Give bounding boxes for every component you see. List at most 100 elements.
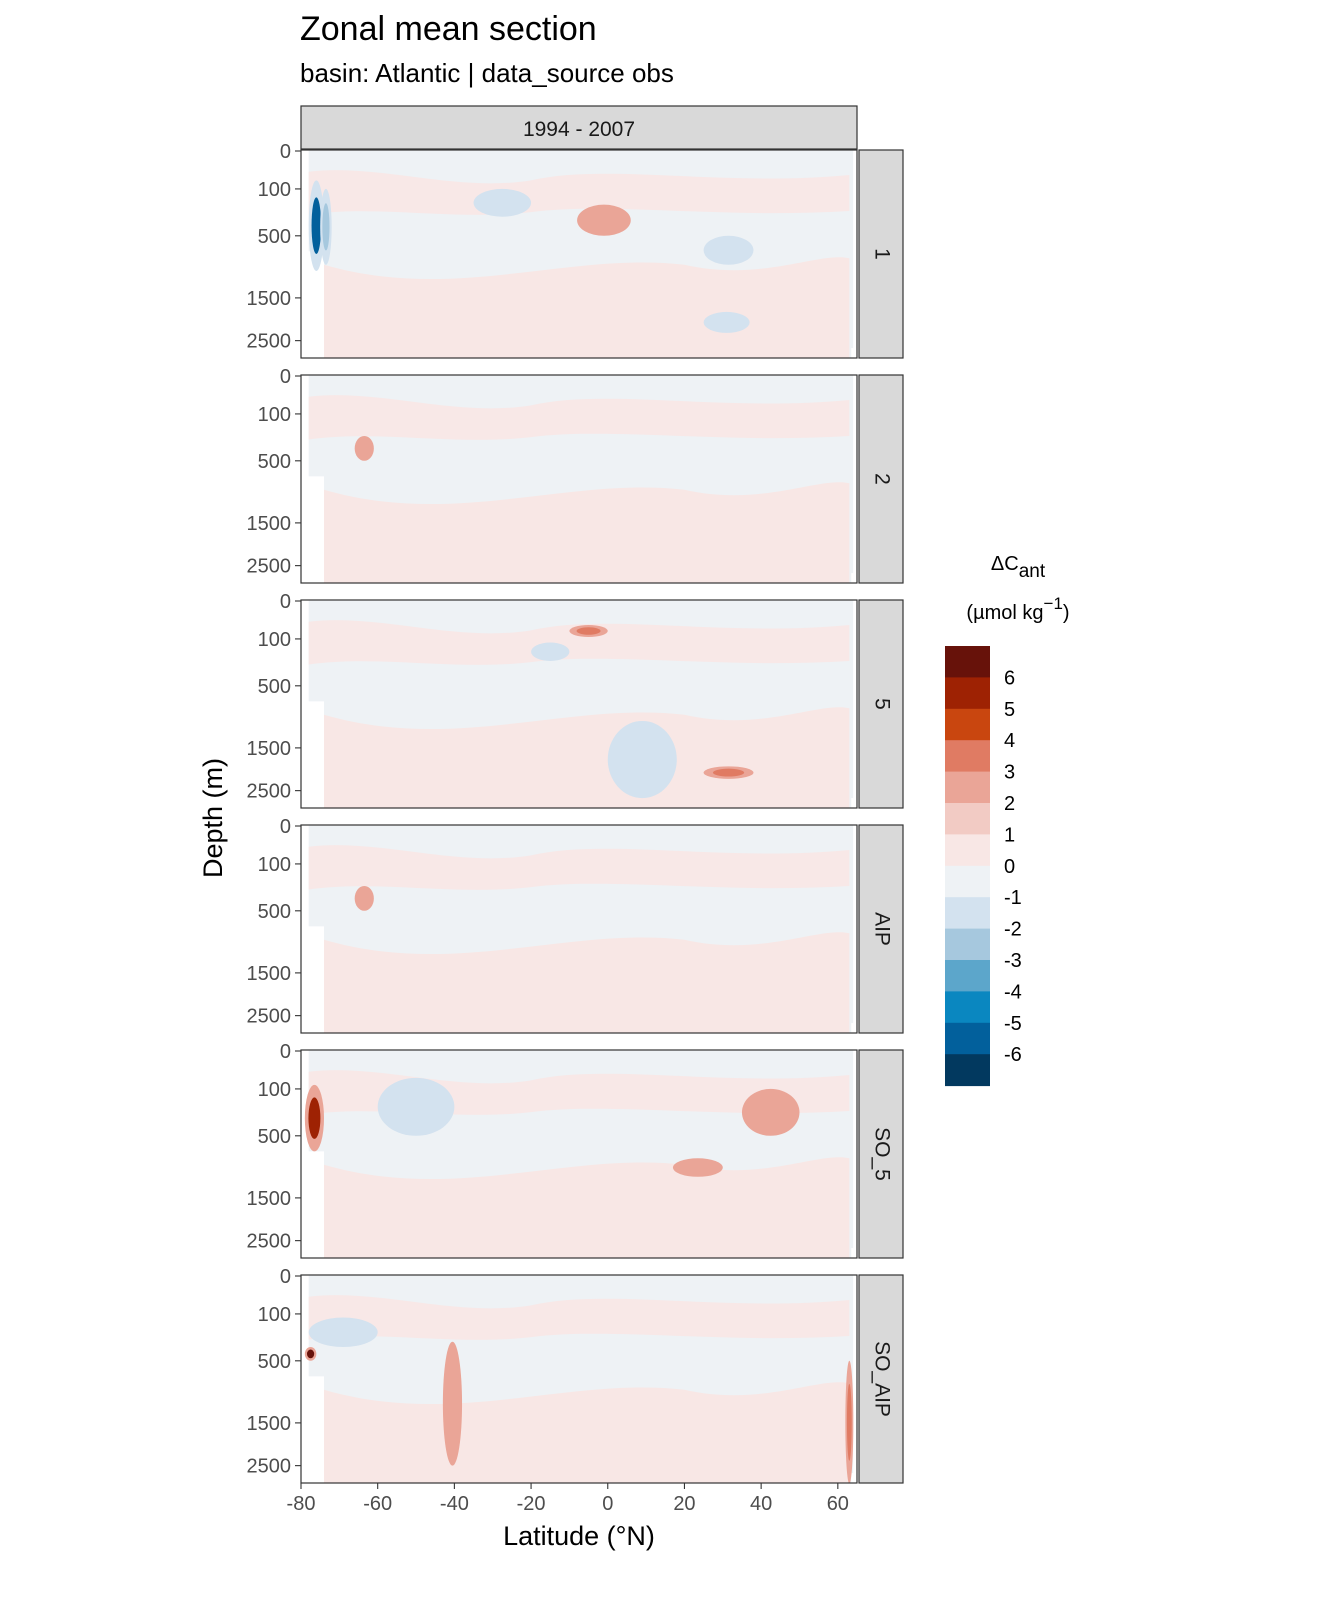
legend-label: -4	[1004, 981, 1022, 1003]
no-data-north	[851, 573, 857, 583]
y-tick-label: 100	[258, 404, 291, 426]
y-tick-label: 100	[258, 854, 291, 876]
legend-label: 0	[1004, 856, 1015, 878]
legend-swatch	[945, 928, 990, 961]
y-axis-title: Depth (m)	[198, 758, 228, 878]
legend-label: 5	[1004, 699, 1015, 721]
column-strip: 1994 - 2007	[300, 105, 858, 150]
legend-swatch	[945, 803, 990, 835]
y-tick-label: 0	[280, 141, 291, 163]
legend-swatch	[945, 708, 990, 741]
x-tick-label: 60	[827, 1493, 849, 1515]
y-tick-label: 2500	[247, 781, 292, 803]
legend-swatch	[945, 677, 990, 710]
legend-swatch	[945, 897, 990, 930]
x-axis: -80 -60 -40 -20 0 20 40 60	[287, 1483, 849, 1515]
y-tick-label: 2500	[247, 556, 292, 578]
legend-swatch	[945, 771, 990, 804]
y-tick-label: 500	[258, 451, 291, 473]
row-strip-label: 2	[870, 473, 893, 485]
y-tick-label: 1500	[247, 1413, 292, 1435]
legend-label: 6	[1004, 667, 1015, 689]
facet-panels: 1 0 100 500 1500 2500 2 0 100 500 1500 2500 5 0 100 500…	[247, 141, 904, 1484]
legend-swatch	[945, 740, 990, 773]
anomaly-core	[322, 203, 330, 251]
legend-label: -3	[1004, 950, 1022, 972]
facet-panel-1: 1 0 100 500 1500 2500	[247, 141, 904, 359]
no-data-south	[301, 1151, 325, 1258]
row-strip: SO_5	[858, 1049, 904, 1259]
anomaly-patch	[531, 642, 570, 661]
y-tick-label: 1500	[247, 288, 292, 310]
facet-panel-5: 5 0 100 500 1500 2500	[247, 591, 904, 809]
panel-border	[300, 1049, 858, 1259]
anomaly-field	[301, 1050, 857, 1258]
row-strip-label: AIP	[870, 912, 893, 946]
y-tick-label: 2500	[247, 331, 292, 353]
surface-positive-band	[308, 395, 850, 440]
no-data-south	[301, 701, 325, 808]
y-tick-label: 500	[258, 226, 291, 248]
panel-border	[300, 599, 858, 809]
y-tick-label: 500	[258, 1126, 291, 1148]
legend-label: -1	[1004, 887, 1022, 909]
legend-swatch	[945, 834, 990, 867]
surface-positive-band	[308, 845, 850, 890]
no-data-south	[301, 926, 325, 1033]
anomaly-patch	[442, 1341, 463, 1466]
legend-label: -2	[1004, 919, 1022, 941]
anomaly-field	[301, 825, 857, 1033]
y-tick-label: 2500	[247, 1456, 292, 1478]
y-tick-label: 0	[280, 1266, 291, 1288]
y-tick-label: 100	[258, 1304, 291, 1326]
anomaly-field	[301, 600, 857, 808]
y-tick-label: 2500	[247, 1006, 292, 1028]
anomaly-patch	[741, 1088, 800, 1136]
legend-label: -5	[1004, 1013, 1022, 1035]
legend-unit: (µmol kg−1)	[966, 594, 1069, 624]
legend-label: -6	[1004, 1044, 1022, 1066]
anomaly-patch	[377, 1077, 455, 1136]
x-tick-label: -80	[287, 1493, 316, 1515]
anomaly-core	[846, 1383, 852, 1461]
row-strip-label: 1	[870, 248, 893, 260]
panel-border	[300, 1274, 858, 1484]
y-axis: 0 100 500 1500 2500	[247, 141, 301, 353]
x-tick-label: 20	[673, 1493, 695, 1515]
chart-title: Zonal mean section	[300, 10, 597, 48]
y-tick-label: 500	[258, 901, 291, 923]
anomaly-core	[311, 197, 322, 254]
row-strip: 2	[858, 374, 904, 584]
row-strip-bg	[858, 824, 904, 1034]
legend-unit-sup: −1	[1044, 594, 1063, 613]
y-tick-label: 0	[280, 1041, 291, 1063]
anomaly-core	[306, 1349, 315, 1359]
y-tick-label: 0	[280, 591, 291, 613]
column-strip-label: 1994 - 2007	[523, 118, 635, 141]
row-strip: SO_AIP	[858, 1274, 904, 1484]
no-data-south	[301, 476, 325, 583]
y-axis: 0 100 500 1500 2500	[247, 591, 301, 803]
chart-subtitle: basin: Atlantic | data_source obs	[300, 58, 674, 88]
legend-label: 4	[1004, 730, 1015, 752]
anomaly-patch	[672, 1158, 723, 1177]
x-tick-label: 0	[602, 1493, 613, 1515]
y-tick-label: 100	[258, 179, 291, 201]
surface-positive-band	[308, 620, 850, 665]
y-axis: 0 100 500 1500 2500	[247, 366, 301, 578]
no-data-north	[851, 348, 857, 358]
anomaly-patch	[607, 720, 677, 799]
legend-label: 2	[1004, 793, 1015, 815]
x-tick-label: 40	[750, 1493, 772, 1515]
legend-unit-open: (µmol kg	[966, 602, 1043, 624]
y-tick-label: 100	[258, 629, 291, 651]
facet-panel-aip: AIP 0 100 500 1500 2500	[247, 816, 904, 1034]
anomaly-field	[301, 150, 857, 358]
no-data-north	[851, 1023, 857, 1033]
row-strip-bg	[858, 1274, 904, 1484]
anomaly-patch	[703, 235, 754, 265]
panel-border	[300, 149, 858, 359]
legend-title-sub: ant	[1019, 561, 1046, 582]
y-tick-label: 500	[258, 1351, 291, 1373]
